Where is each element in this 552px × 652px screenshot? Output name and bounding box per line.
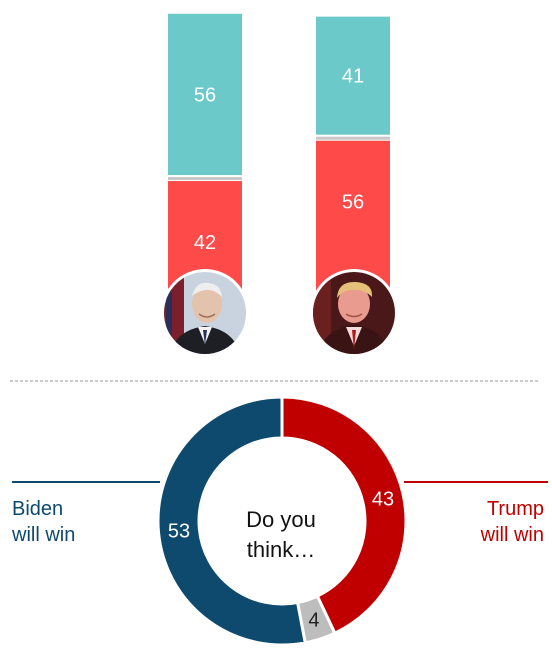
- donut-value-label: 43: [372, 488, 394, 510]
- bar-biden-teal: [168, 13, 242, 176]
- bar-trump-teal: [316, 16, 390, 135]
- trump-label-line-1: Trump: [486, 498, 544, 520]
- bar-separator: [168, 177, 242, 181]
- bar-value-label: 56: [342, 192, 364, 214]
- stacked-bars: 42 56 56 41: [168, 13, 390, 302]
- donut-chart: 43 4 53: [12, 395, 548, 647]
- bar-value-label: 41: [342, 66, 364, 88]
- trump-will-win-label: Trump will win: [481, 496, 544, 548]
- biden-label-line-1: Biden: [12, 498, 64, 520]
- trump-label-line-2: will win: [480, 524, 544, 546]
- donut-center-text: Do you think…: [216, 505, 346, 565]
- donut-slice-trump: [280, 395, 408, 636]
- center-text-line-1: Do you: [246, 507, 316, 532]
- candidate-photos: [161, 269, 398, 357]
- donut-slice-biden: [156, 395, 307, 647]
- center-text-line-2: think…: [246, 537, 316, 562]
- donut-value-label: 4: [308, 609, 319, 631]
- biden-will-win-label: Biden will win: [12, 496, 75, 548]
- bar-separator: [316, 136, 390, 140]
- biden-photo-icon: [161, 269, 249, 357]
- donut-value-label: 53: [168, 521, 190, 543]
- trump-photo-icon: [310, 269, 398, 357]
- bar-value-label: 56: [194, 84, 216, 106]
- bar-value-label: 42: [194, 232, 216, 254]
- biden-label-line-2: will win: [12, 524, 76, 546]
